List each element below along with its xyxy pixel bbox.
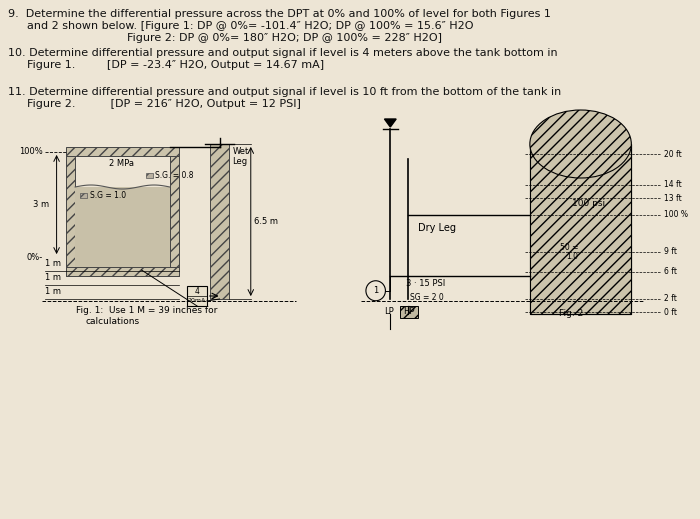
Text: S.G. = 0.8: S.G. = 0.8 — [155, 171, 194, 180]
Text: 20 ft: 20 ft — [664, 149, 681, 159]
Bar — [210, 144, 230, 299]
Text: and 2 shown below. [Figure 1: DP @ 0%= -101.4″ H2O; DP @ 100% = 15.6″ H2O: and 2 shown below. [Figure 1: DP @ 0%= -… — [27, 21, 474, 31]
Text: 0 ft: 0 ft — [664, 308, 676, 317]
Text: 20mA: 20mA — [188, 298, 206, 304]
Text: 3 · 15 PSI: 3 · 15 PSI — [406, 279, 445, 288]
Text: 0%-: 0%- — [27, 253, 43, 262]
Bar — [530, 144, 631, 314]
Text: 1 m: 1 m — [46, 260, 62, 268]
Text: Figure 2.          [DP = 216″ H2O, Output = 12 PSI]: Figure 2. [DP = 216″ H2O, Output = 12 PS… — [27, 99, 301, 109]
Bar — [80, 193, 87, 198]
Text: 4: 4 — [195, 286, 200, 295]
Text: 6.5 m: 6.5 m — [253, 217, 278, 226]
Text: Wet: Wet — [232, 147, 248, 157]
Text: 10. Determine differential pressure and output signal if level is 4 meters above: 10. Determine differential pressure and … — [8, 48, 557, 58]
Bar — [66, 156, 75, 276]
Text: 6 ft: 6 ft — [664, 267, 676, 276]
Text: 100 %: 100 % — [664, 210, 687, 219]
Bar — [400, 306, 418, 318]
Text: 100 psi: 100 psi — [572, 199, 605, 208]
Text: SG = 2 0: SG = 2 0 — [410, 293, 444, 302]
Text: Fig. 2: Fig. 2 — [559, 309, 583, 318]
Text: 9 ft: 9 ft — [664, 248, 676, 256]
Text: 100%: 100% — [19, 147, 43, 157]
Text: 50 =: 50 = — [560, 243, 579, 252]
Text: 2 MPa: 2 MPa — [109, 159, 134, 169]
Bar — [75, 187, 170, 267]
Bar — [146, 173, 153, 178]
Text: 1.0: 1.0 — [566, 252, 579, 262]
Bar — [530, 144, 631, 314]
Bar — [66, 267, 178, 276]
Text: Figure 1.         [DP = -23.4″ H2O, Output = 14.67 mA]: Figure 1. [DP = -23.4″ H2O, Output = 14.… — [27, 60, 324, 70]
Text: calculations: calculations — [86, 317, 140, 326]
Text: 3 m: 3 m — [33, 200, 49, 209]
Ellipse shape — [530, 110, 631, 178]
Bar — [170, 156, 178, 276]
Text: S.G = 1.0: S.G = 1.0 — [90, 191, 126, 200]
Text: 9.  Determine the differential pressure across the DPT at 0% and 100% of level f: 9. Determine the differential pressure a… — [8, 9, 551, 19]
Bar — [188, 286, 207, 306]
Bar — [66, 147, 178, 156]
Text: HP: HP — [403, 307, 414, 316]
Text: Fig. 1:  Use 1 M = 39 inches for: Fig. 1: Use 1 M = 39 inches for — [76, 306, 218, 315]
Text: 1: 1 — [373, 286, 378, 295]
Text: 1 m: 1 m — [46, 288, 62, 296]
Text: 11. Determine differential pressure and output signal if level is 10 ft from the: 11. Determine differential pressure and … — [8, 87, 561, 97]
Text: 1 m: 1 m — [46, 274, 62, 282]
Text: LP: LP — [384, 307, 394, 316]
Text: 2 ft: 2 ft — [664, 294, 676, 303]
Text: 14 ft: 14 ft — [664, 180, 681, 189]
Text: Leg: Leg — [232, 157, 247, 167]
Text: 13 ft: 13 ft — [664, 194, 681, 203]
Text: Dry Leg: Dry Leg — [418, 223, 456, 233]
Text: Figure 2: DP @ 0%= 180″ H2O; DP @ 100% = 228″ H2O]: Figure 2: DP @ 0%= 180″ H2O; DP @ 100% =… — [127, 33, 442, 43]
Polygon shape — [384, 119, 396, 127]
